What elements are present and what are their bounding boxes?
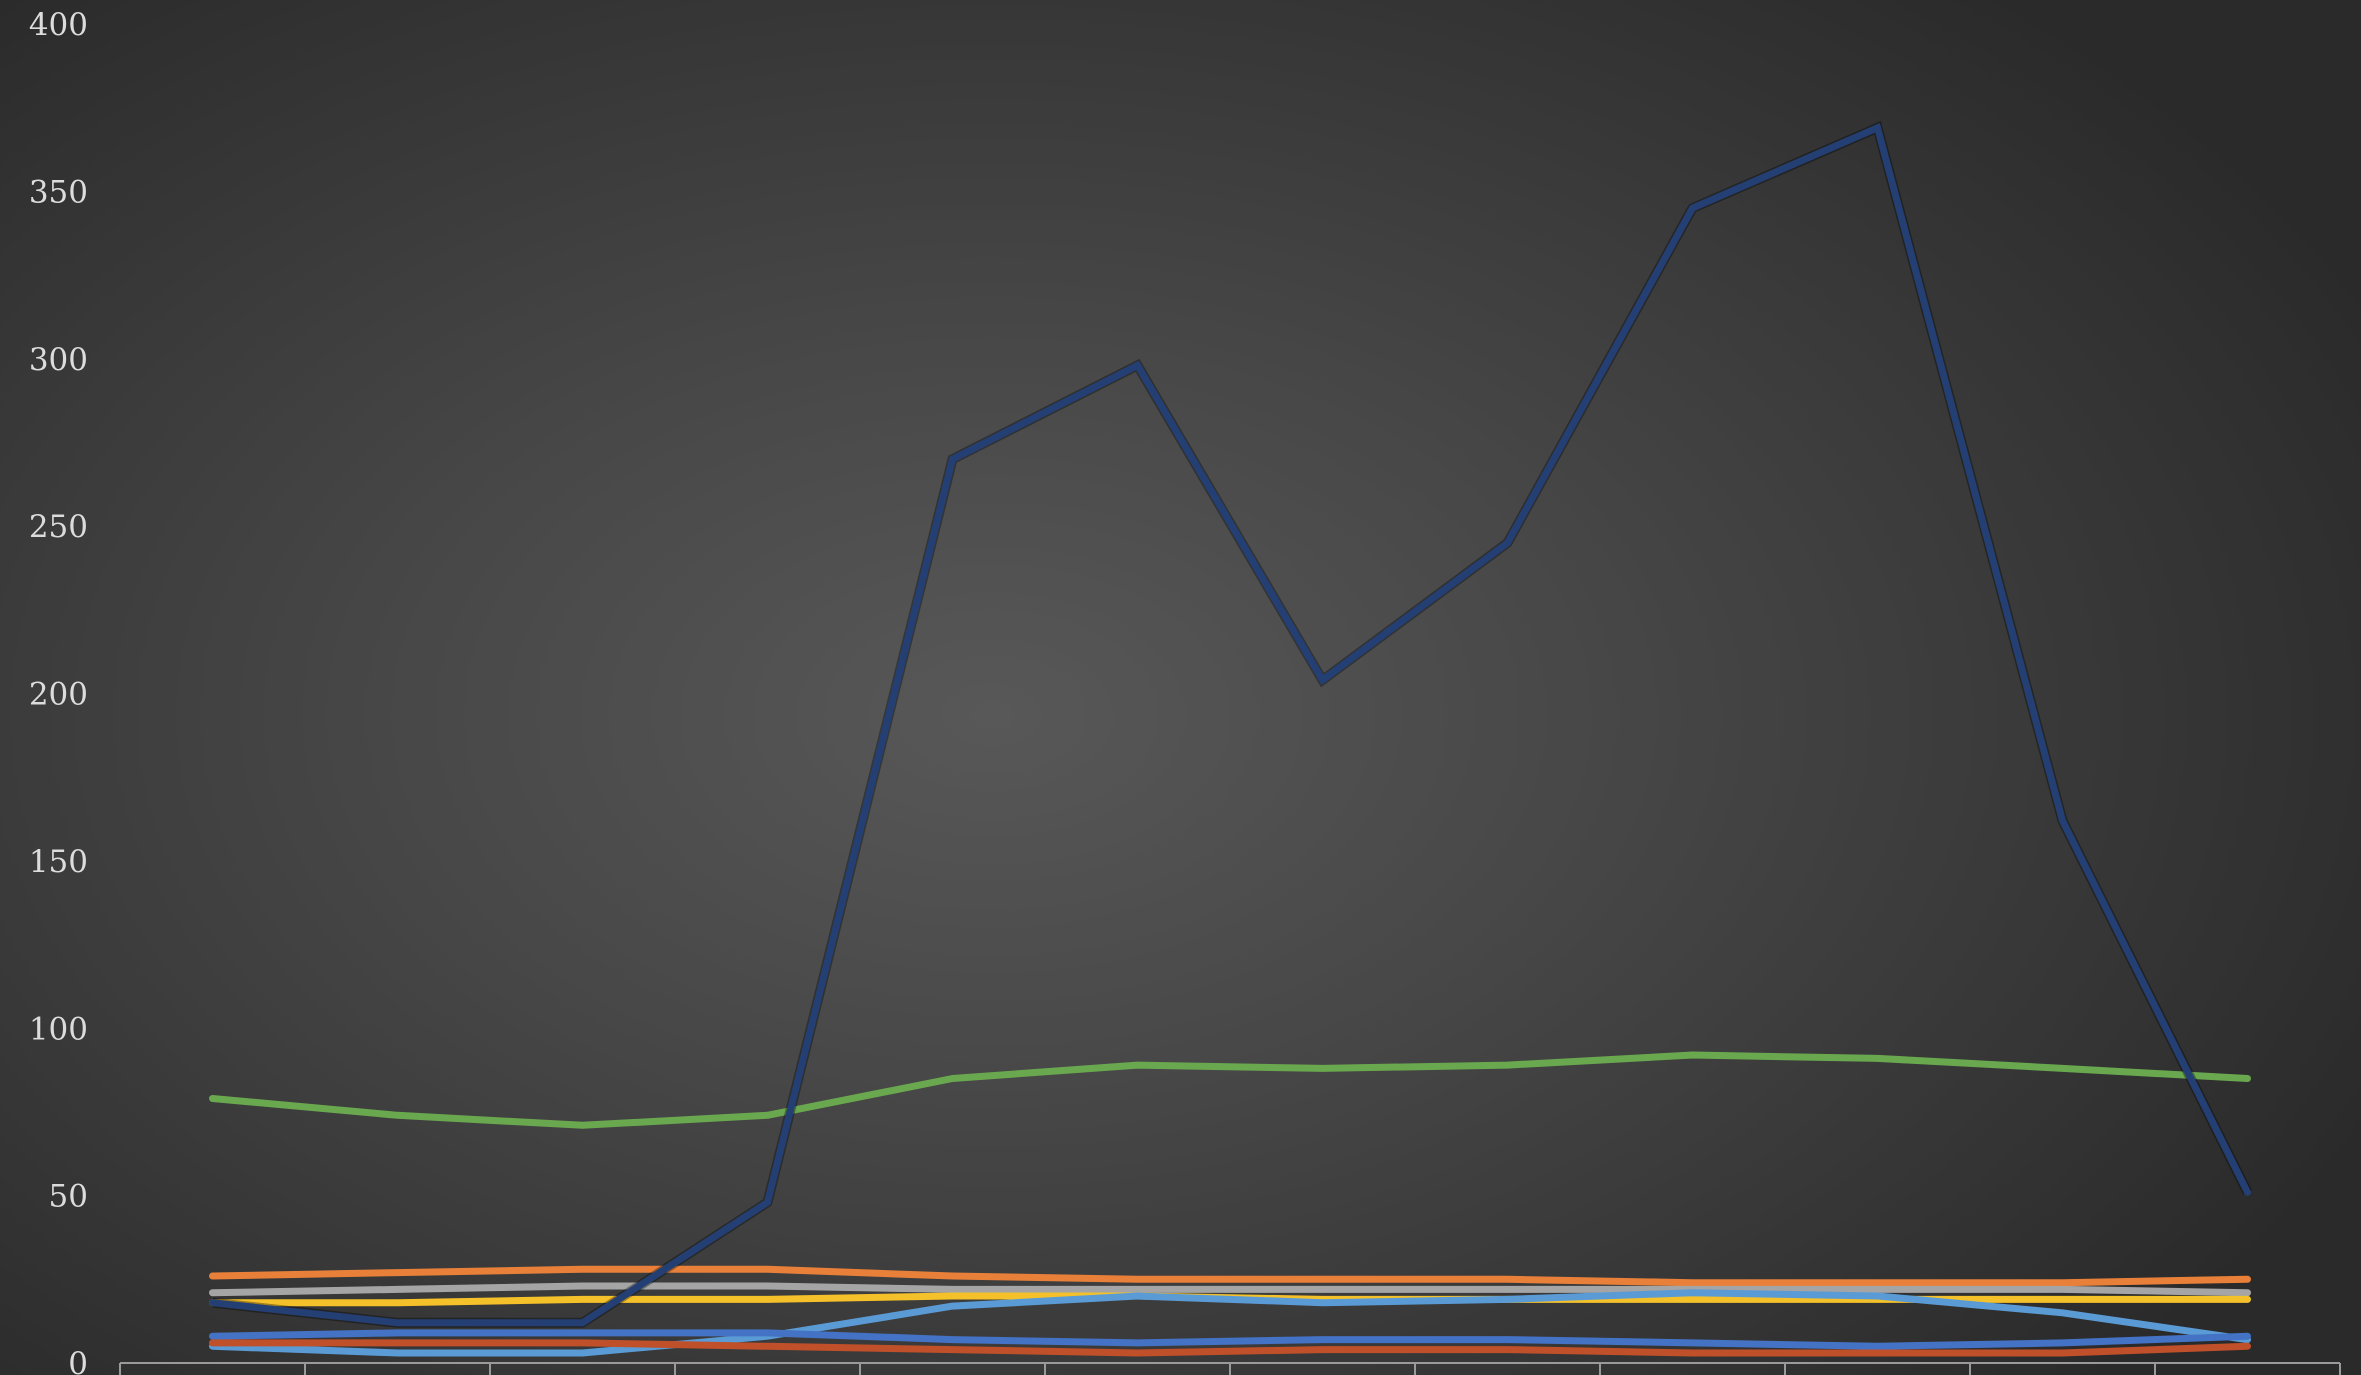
- y-tick-label: 350: [29, 174, 88, 210]
- series-line-3: [209, 1265, 2251, 1287]
- series-line-1: [209, 122, 2251, 1327]
- series-line-6: [209, 1289, 2251, 1357]
- series-line-8: [209, 1339, 2251, 1357]
- series-line-2: [209, 1051, 2251, 1129]
- series-line-4: [209, 1282, 2251, 1297]
- y-tick-label: 50: [49, 1179, 88, 1215]
- y-tick-label: 250: [29, 509, 88, 545]
- series-line-shadow: [211, 120, 2252, 1328]
- x-axis: [119, 1362, 2341, 1375]
- y-tick-label: 0: [68, 1346, 88, 1375]
- series-layer: [209, 120, 2252, 1357]
- y-tick-label: 200: [29, 677, 88, 713]
- y-tick-label: 150: [29, 844, 88, 880]
- y-tick-label: 100: [29, 1011, 88, 1047]
- series-line-7: [209, 1329, 2251, 1350]
- y-tick-label: 400: [29, 7, 88, 43]
- y-tick-label: 300: [29, 342, 88, 378]
- y-axis-labels: 0 50 100 150 200 250 300 350 400: [29, 7, 88, 1375]
